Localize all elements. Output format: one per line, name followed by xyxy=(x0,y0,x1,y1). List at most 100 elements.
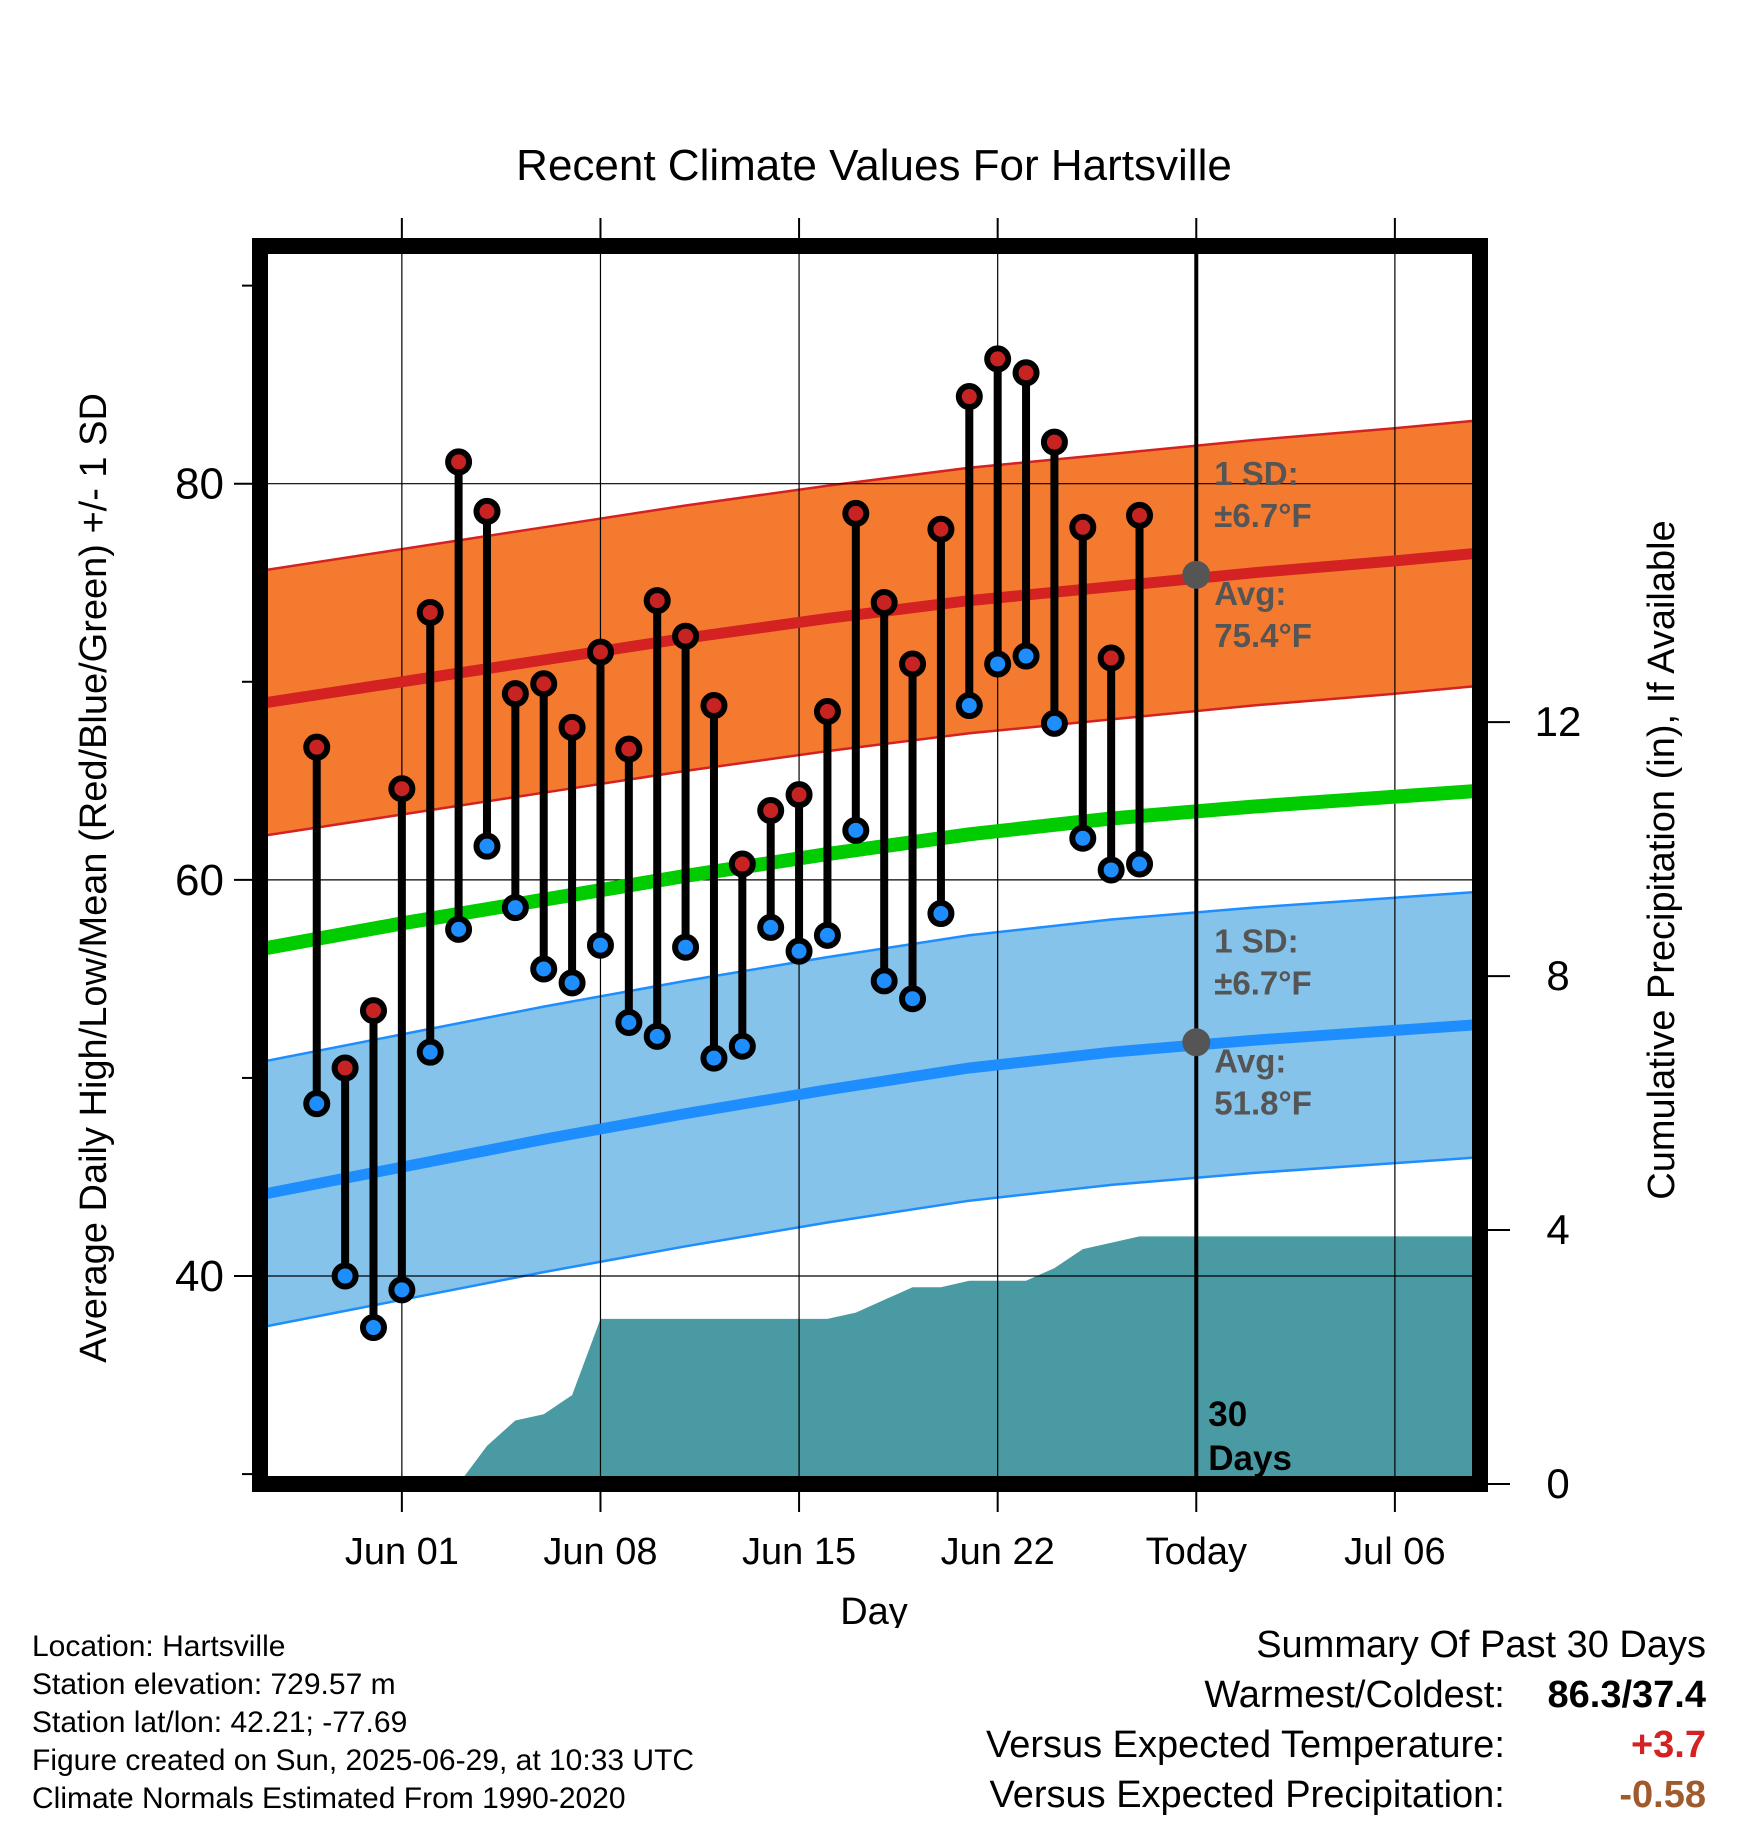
low-band-upper-edge xyxy=(260,890,1480,1064)
chart-title: Recent Climate Values For Hartsville xyxy=(516,141,1232,190)
daily-low-point xyxy=(1069,824,1097,852)
low-sd-value: ±6.7°F xyxy=(1214,964,1311,1001)
daily-high-point xyxy=(870,589,898,617)
daily-low-point xyxy=(388,1276,416,1304)
high-avg-value: 75.4°F xyxy=(1214,617,1312,654)
high-normal-line xyxy=(260,547,1480,710)
y-right-tick-label: 8 xyxy=(1546,952,1569,999)
high-avg-label: Avg: xyxy=(1214,575,1286,612)
window-label-unit: Days xyxy=(1208,1439,1292,1478)
daily-high-point xyxy=(416,598,444,626)
summary-heading: Summary Of Past 30 Days xyxy=(1256,1624,1706,1666)
y-right-tick-label: 4 xyxy=(1546,1206,1569,1253)
daily-high-point xyxy=(530,670,558,698)
high-band-lower-edge xyxy=(260,684,1480,838)
daily-low-point xyxy=(416,1038,444,1066)
daily-low-point xyxy=(813,921,841,949)
daily-high-point xyxy=(700,692,728,720)
daily-low-point xyxy=(1126,850,1154,878)
y-left-tick-label: 80 xyxy=(175,460,224,509)
low-normal-line xyxy=(260,1019,1480,1201)
daily-high-point xyxy=(586,638,614,666)
elevation-text: Station elevation: 729.57 m xyxy=(32,1668,396,1701)
x-axis-label: Day xyxy=(840,1591,908,1628)
daily-low-point xyxy=(757,913,785,941)
daily-low-point xyxy=(1012,642,1040,670)
x-tick-label: Jun 15 xyxy=(742,1531,856,1573)
daily-low-point xyxy=(927,900,955,928)
x-tick-label: Jun 22 xyxy=(941,1531,1055,1573)
cumulative-precip-area xyxy=(260,1236,1480,1484)
daily-high-point xyxy=(303,733,331,761)
daily-low-point xyxy=(643,1022,671,1050)
daily-low-point xyxy=(785,937,813,965)
daily-high-point xyxy=(899,650,927,678)
daily-low-point xyxy=(303,1090,331,1118)
station-info: Location: Hartsville Station elevation: … xyxy=(32,1628,694,1818)
summary-temp: Versus Expected Temperature: +3.7 xyxy=(986,1720,1706,1770)
daily-high-point xyxy=(1126,501,1154,529)
daily-high-point xyxy=(501,680,529,708)
daily-high-point xyxy=(672,622,700,650)
daily-low-point xyxy=(586,931,614,959)
daily-high-point xyxy=(359,997,387,1025)
plot-frame xyxy=(252,238,1488,1492)
daily-high-point xyxy=(558,713,586,741)
summary-panel: Summary Of Past 30 Days Warmest/Coldest:… xyxy=(986,1620,1706,1820)
low-sd-band xyxy=(260,891,1480,1328)
plot-area: 1 SD: ±6.7°F Avg: 75.4°F 1 SD: ±6.7°F Avg: 51.8… xyxy=(175,218,1581,1573)
daily-high-point xyxy=(1097,644,1125,672)
y-right-tick-label: 0 xyxy=(1546,1460,1569,1507)
daily-high-point xyxy=(331,1054,359,1082)
y-axis-left-label: Average Daily High/Low/Mean (Red/Blue/Gr… xyxy=(73,393,115,1363)
daily-high-point xyxy=(615,735,643,763)
daily-low-point xyxy=(331,1262,359,1290)
daily-low-point xyxy=(842,816,870,844)
daily-low-point xyxy=(473,832,501,860)
daily-high-point xyxy=(643,587,671,615)
x-tick-label: Jul 06 xyxy=(1344,1531,1445,1573)
daily-high-point xyxy=(842,499,870,527)
daily-high-point xyxy=(955,383,983,411)
daily-low-point xyxy=(672,933,700,961)
created-text: Figure created on Sun, 2025-06-29, at 10… xyxy=(32,1744,695,1777)
daily-high-point xyxy=(1040,428,1068,456)
daily-low-point xyxy=(445,915,473,943)
climate-chart: Recent Climate Values For Hartsville 1 S… xyxy=(73,141,1683,1628)
daily-low-point xyxy=(501,894,529,922)
daily-high-point xyxy=(388,775,416,803)
daily-high-point xyxy=(984,345,1012,373)
low-sd-label: 1 SD: xyxy=(1214,922,1298,959)
daily-low-point xyxy=(728,1032,756,1060)
daily-low-point xyxy=(615,1008,643,1036)
latlon-text: Station lat/lon: 42.21; -77.69 xyxy=(32,1706,408,1739)
daily-high-point xyxy=(927,515,955,543)
y-axis-right-label: Cumulative Precipitation (in), If Availa… xyxy=(1641,520,1683,1199)
high-sd-value: ±6.7°F xyxy=(1214,497,1311,534)
daily-low-point xyxy=(984,650,1012,678)
daily-low-point xyxy=(1097,856,1125,884)
daily-low-point xyxy=(899,985,927,1013)
summary-warm-cold: Warmest/Coldest: 86.3/37.4 xyxy=(986,1670,1706,1720)
y-left-tick-label: 60 xyxy=(175,856,224,905)
summary-precip: Versus Expected Precipitation: -0.58 xyxy=(986,1770,1706,1820)
x-tick-label: Today xyxy=(1146,1531,1247,1573)
y-right-tick-label: 12 xyxy=(1535,698,1582,745)
mean-normal-line xyxy=(260,783,1480,957)
daily-low-point xyxy=(530,955,558,983)
low-avg-label: Avg: xyxy=(1214,1042,1286,1079)
precip-label: Versus Expected Precipitation: xyxy=(989,1774,1505,1816)
x-tick-label: Jun 08 xyxy=(543,1531,657,1573)
location-text: Location: Hartsville xyxy=(32,1630,286,1663)
daily-high-point xyxy=(757,797,785,825)
warm-cold-value: 86.3/37.4 xyxy=(1547,1674,1706,1716)
y-left-tick-label: 40 xyxy=(175,1252,224,1301)
temp-label: Versus Expected Temperature: xyxy=(985,1724,1505,1766)
low-avg-value: 51.8°F xyxy=(1214,1084,1312,1121)
daily-low-point xyxy=(1040,709,1068,737)
daily-low-point xyxy=(359,1314,387,1342)
plot-layer xyxy=(260,246,1480,1484)
window-label-number: 30 xyxy=(1208,1395,1247,1434)
daily-high-point xyxy=(813,697,841,725)
daily-high-point xyxy=(473,497,501,525)
